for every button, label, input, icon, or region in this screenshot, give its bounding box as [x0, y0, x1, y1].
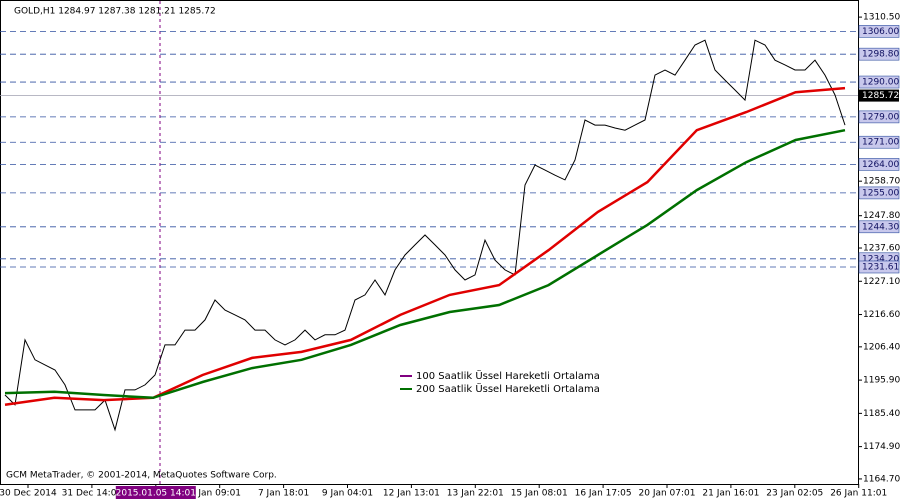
- level-label: 1264.00: [862, 160, 899, 170]
- price-line: [4, 39, 846, 432]
- level-label: 1290.00: [862, 78, 899, 88]
- y-tick-label: 1258.70: [863, 177, 900, 187]
- y-tick-label: 1237.60: [863, 244, 900, 254]
- y-tick-label: 1206.40: [863, 342, 900, 352]
- level-label: 1234.20: [862, 254, 899, 264]
- x-tick-label: 12 Jan 13:01: [383, 489, 440, 499]
- y-tick-label: 1310.50: [863, 13, 900, 23]
- x-tick-label: 16 Jan 17:05: [575, 489, 632, 499]
- level-label: 1298.80: [862, 50, 899, 60]
- legend-label: 100 Saatlik Üssel Hareketli Ortalama: [416, 369, 600, 382]
- x-tick-label: 23 Jan 02:05: [766, 489, 823, 499]
- level-box: [858, 158, 900, 171]
- level-label: 1231.61: [862, 262, 899, 272]
- level-box: [858, 47, 900, 61]
- y-tick-label: 1195.90: [863, 376, 900, 386]
- x-tick-label: 2015.01.05 14:01: [116, 489, 196, 499]
- x-highlight: [115, 486, 196, 499]
- x-tick-label: 13 Jan 22:01: [447, 489, 504, 499]
- x-tick-label: 7 Jan 18:01: [258, 489, 309, 499]
- level-label: 1279.00: [862, 112, 899, 122]
- level-box: [858, 220, 900, 234]
- x-tick-label: 26 Jan 11:01: [830, 489, 887, 499]
- x-tick-label: 31 Dec 14:00: [62, 489, 123, 499]
- legend-label: 200 Saatlik Üssel Hareketli Ortalama: [416, 382, 600, 395]
- level-box: [858, 186, 900, 200]
- level-label: 1244.30: [862, 222, 899, 232]
- moving-average: [4, 128, 846, 400]
- x-tick-label: 15 Jan 08:01: [511, 489, 568, 499]
- level-box: [858, 25, 900, 38]
- x-tick-label: 20 Jan 07:01: [639, 489, 696, 499]
- y-tick-label: 1174.90: [863, 442, 900, 452]
- y-tick-label: 1164.70: [863, 474, 900, 484]
- level-box: [858, 110, 900, 124]
- current-price-box: [859, 89, 899, 102]
- current-price-label: 1285.72: [862, 91, 899, 101]
- level-label: 1271.00: [862, 138, 899, 148]
- level-box: [858, 135, 900, 149]
- level-label: 1306.00: [862, 27, 899, 37]
- chart-title: GOLD,H1 1284.97 1287.38 1281.21 1285.72: [14, 7, 216, 17]
- x-tick-label: 9 Jan 04:01: [322, 489, 373, 499]
- y-tick-label: 1227.10: [863, 277, 900, 287]
- plot-frame: [0, 0, 859, 485]
- credit: GCM MetaTrader, © 2001-2014, MetaQuotes …: [6, 471, 277, 481]
- y-tick-label: 1247.80: [863, 211, 900, 221]
- x-tick-label: 21 Jan 16:01: [702, 489, 759, 499]
- level-label: 1255.00: [862, 188, 899, 198]
- x-tick-label: Jan 09:01: [197, 489, 241, 499]
- level-box: [858, 260, 900, 274]
- x-tick-label: 30 Dec 2014: [0, 489, 57, 499]
- y-tick-label: 1216.60: [863, 310, 900, 320]
- y-tick-label: 1185.40: [863, 409, 900, 419]
- level-box: [858, 75, 900, 89]
